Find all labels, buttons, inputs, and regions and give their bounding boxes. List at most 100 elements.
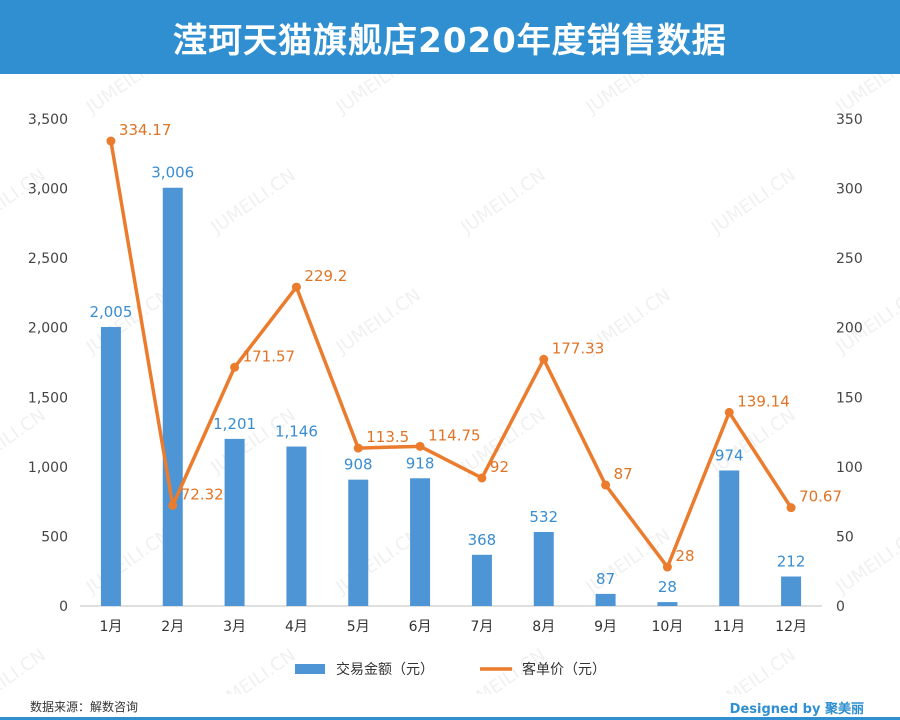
bar bbox=[781, 576, 802, 606]
line-data-label: 28 bbox=[675, 547, 694, 565]
x-tick-label: 8月 bbox=[532, 619, 555, 635]
legend-label-bar: 交易金额（元） bbox=[336, 661, 434, 678]
watermark-text: JUMEILI.CN bbox=[457, 165, 550, 239]
line-data-label: 334.17 bbox=[119, 121, 171, 139]
watermark-text: JUMEILI.CN bbox=[82, 74, 175, 119]
bar bbox=[533, 531, 554, 606]
data-source-note: 数据来源：解数咨询 bbox=[30, 700, 139, 714]
watermark-text: JUMEILI.CN bbox=[707, 645, 800, 694]
line-data-label: 70.67 bbox=[799, 488, 842, 506]
bar-data-label: 28 bbox=[658, 578, 677, 596]
y-left-tick-label: 1,500 bbox=[28, 390, 68, 406]
y-right-tick-label: 200 bbox=[836, 321, 863, 337]
y-left-tick-label: 1,000 bbox=[28, 460, 68, 476]
bar bbox=[224, 438, 245, 606]
x-tick-label: 2月 bbox=[161, 619, 184, 635]
watermark-text: JUMEILI.CN bbox=[207, 645, 300, 694]
bar-data-label: 974 bbox=[715, 446, 744, 464]
bar-data-label: 1,146 bbox=[275, 423, 318, 441]
bar-data-label: 1,201 bbox=[213, 415, 256, 433]
bar bbox=[471, 554, 492, 606]
line-data-label: 139.14 bbox=[737, 392, 790, 410]
line-data-label: 177.33 bbox=[552, 339, 605, 357]
x-tick-label: 12月 bbox=[775, 619, 807, 635]
line-data-label: 114.75 bbox=[428, 426, 481, 444]
watermark-text: JUMEILI.CN bbox=[0, 165, 50, 239]
bar bbox=[410, 478, 431, 606]
line-point bbox=[539, 354, 549, 364]
bar bbox=[162, 187, 183, 606]
y-left-tick-label: 3,000 bbox=[28, 182, 68, 198]
y-right-tick-label: 300 bbox=[836, 182, 863, 198]
line-point bbox=[106, 136, 116, 146]
x-tick-label: 6月 bbox=[409, 619, 432, 635]
bar bbox=[348, 479, 369, 606]
x-tick-label: 9月 bbox=[594, 619, 617, 635]
y-left-tick-label: 3,500 bbox=[28, 112, 68, 128]
y-right-tick-label: 100 bbox=[836, 460, 863, 476]
x-tick-label: 4月 bbox=[285, 619, 308, 635]
x-tick-label: 11月 bbox=[713, 619, 745, 635]
bar-data-label: 532 bbox=[529, 508, 558, 526]
bar-data-label: 908 bbox=[344, 456, 373, 474]
line-point bbox=[168, 500, 178, 510]
bar-data-label: 87 bbox=[596, 570, 615, 588]
x-tick-label: 5月 bbox=[347, 619, 370, 635]
legend-swatch-bar bbox=[295, 664, 325, 674]
bar bbox=[100, 327, 121, 606]
y-left-tick-label: 0 bbox=[59, 599, 68, 615]
watermark-text: JUMEILI.CN bbox=[332, 285, 425, 359]
y-left-tick-label: 2,000 bbox=[28, 321, 68, 337]
line-point bbox=[353, 443, 363, 453]
line-data-label: 87 bbox=[614, 465, 633, 483]
x-tick-label: 1月 bbox=[99, 619, 122, 635]
designer-credit: Designed by 聚美丽 bbox=[729, 702, 864, 717]
y-right-tick-label: 0 bbox=[836, 599, 845, 615]
watermark-text: JUMEILI.CN bbox=[707, 165, 800, 239]
watermark-text: JUMEILI.CN bbox=[207, 165, 300, 239]
y-right-tick-label: 50 bbox=[836, 529, 854, 545]
watermark-text: JUMEILI.CN bbox=[0, 645, 50, 694]
bar bbox=[286, 446, 307, 606]
line-data-label: 171.57 bbox=[243, 347, 295, 365]
title-bar: 滢珂天猫旗舰店2020年度销售数据 bbox=[0, 0, 900, 74]
page-title: 滢珂天猫旗舰店2020年度销售数据 bbox=[173, 20, 727, 61]
watermark-layer: JUMEILI.CN JUMEILI.CN JUMEILI.CN JUMEILI.CN… bbox=[0, 74, 900, 694]
line-point bbox=[291, 282, 301, 292]
y-right-tick-label: 350 bbox=[836, 112, 863, 128]
x-tick-label: 10月 bbox=[652, 619, 684, 635]
line-point bbox=[415, 441, 425, 451]
watermark-text: JUMEILI.CN bbox=[707, 405, 800, 479]
line-data-label: 72.32 bbox=[181, 485, 224, 503]
line-point bbox=[477, 473, 487, 483]
watermark-text: JUMEILI.CN bbox=[82, 285, 175, 359]
bar-data-label: 2,005 bbox=[89, 303, 132, 321]
bar-data-label: 918 bbox=[406, 454, 435, 472]
bar bbox=[719, 470, 740, 606]
watermark-text: JUMEILI.CN bbox=[82, 525, 175, 599]
bar-data-label: 212 bbox=[777, 553, 806, 571]
line-point bbox=[662, 562, 672, 572]
line-point bbox=[786, 503, 796, 513]
y-right-tick-label: 150 bbox=[836, 390, 863, 406]
watermark-text: JUMEILI.CN bbox=[582, 74, 675, 119]
bar-data-label: 368 bbox=[468, 531, 497, 549]
line-series bbox=[109, 140, 793, 569]
line-data-label: 113.5 bbox=[366, 428, 409, 446]
x-tick-label: 3月 bbox=[223, 619, 246, 635]
combo-chart: JUMEILI.CN JUMEILI.CN JUMEILI.CN JUMEILI.CN… bbox=[0, 74, 900, 694]
watermark-text: JUMEILI.CN bbox=[332, 74, 425, 119]
bar bbox=[595, 593, 616, 606]
legend-label-line: 客单价（元） bbox=[522, 661, 606, 678]
y-left-tick-label: 2,500 bbox=[28, 251, 68, 267]
bottom-accent-bar bbox=[0, 717, 900, 720]
y-left-tick-label: 500 bbox=[41, 529, 68, 545]
x-tick-label: 7月 bbox=[470, 619, 493, 635]
line-data-label: 229.2 bbox=[304, 267, 347, 285]
bar-data-label: 3,006 bbox=[151, 164, 194, 182]
y-right-tick-label: 250 bbox=[836, 251, 863, 267]
bar bbox=[657, 602, 678, 606]
line-point bbox=[601, 480, 611, 490]
line-point bbox=[724, 407, 734, 417]
line-point bbox=[230, 362, 240, 372]
